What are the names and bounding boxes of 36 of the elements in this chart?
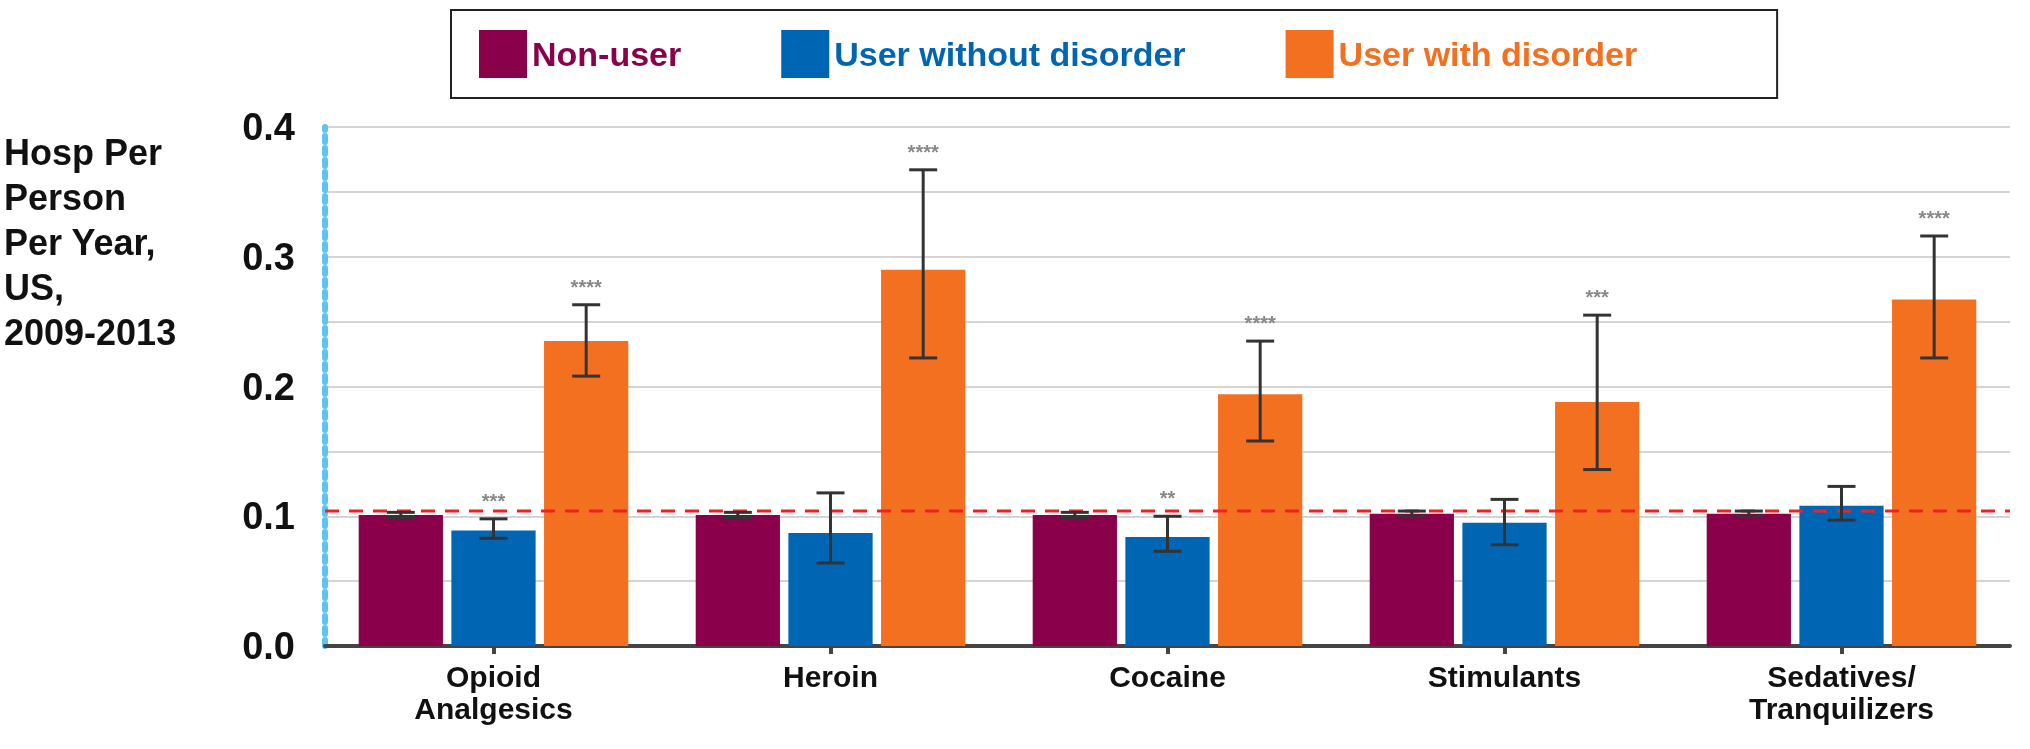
annotation: ***	[481, 489, 506, 512]
legend-label: Non-user	[532, 35, 682, 73]
y-tick-label: 0.1	[242, 495, 295, 538]
annotation: **	[1159, 487, 1176, 510]
y-tick-label: 0.0	[242, 625, 295, 667]
bar	[1125, 537, 1210, 646]
annotation: ****	[907, 140, 939, 163]
bar	[1892, 299, 1977, 646]
y-tick-label: 0.3	[242, 235, 295, 278]
y-tick-label: 0.4	[242, 106, 295, 148]
bar	[1218, 394, 1303, 646]
annotation: ****	[1918, 206, 1950, 229]
legend-label: User without disorder	[834, 35, 1186, 73]
bar	[1799, 505, 1884, 646]
annotation: ***	[1585, 286, 1610, 309]
bar	[788, 533, 873, 646]
x-tick-label: Sedatives/Tranquilizers	[1748, 659, 1935, 725]
x-tick-label: Opioid Analgesics	[414, 659, 573, 725]
x-tick-label: Heroin	[782, 659, 879, 693]
y-tick-label: 0.2	[242, 365, 295, 408]
bar	[451, 530, 536, 646]
x-tick-label: Stimulants	[1427, 659, 1582, 693]
bar	[881, 269, 966, 646]
annotation: ****	[1244, 312, 1276, 335]
bar	[1369, 513, 1454, 646]
bar	[1032, 514, 1117, 646]
bar	[695, 514, 780, 646]
legend-label: User with disorder	[1338, 35, 1638, 73]
bar	[1462, 522, 1547, 646]
x-tick-label: Cocaine	[1109, 659, 1226, 693]
y-axis-title: Hosp Per Person Per Year, US, 2009-2013	[4, 132, 177, 353]
bar	[1555, 402, 1640, 646]
bar	[358, 514, 443, 646]
bar	[544, 341, 629, 646]
annotation: ****	[570, 275, 602, 298]
bar	[1706, 513, 1791, 646]
